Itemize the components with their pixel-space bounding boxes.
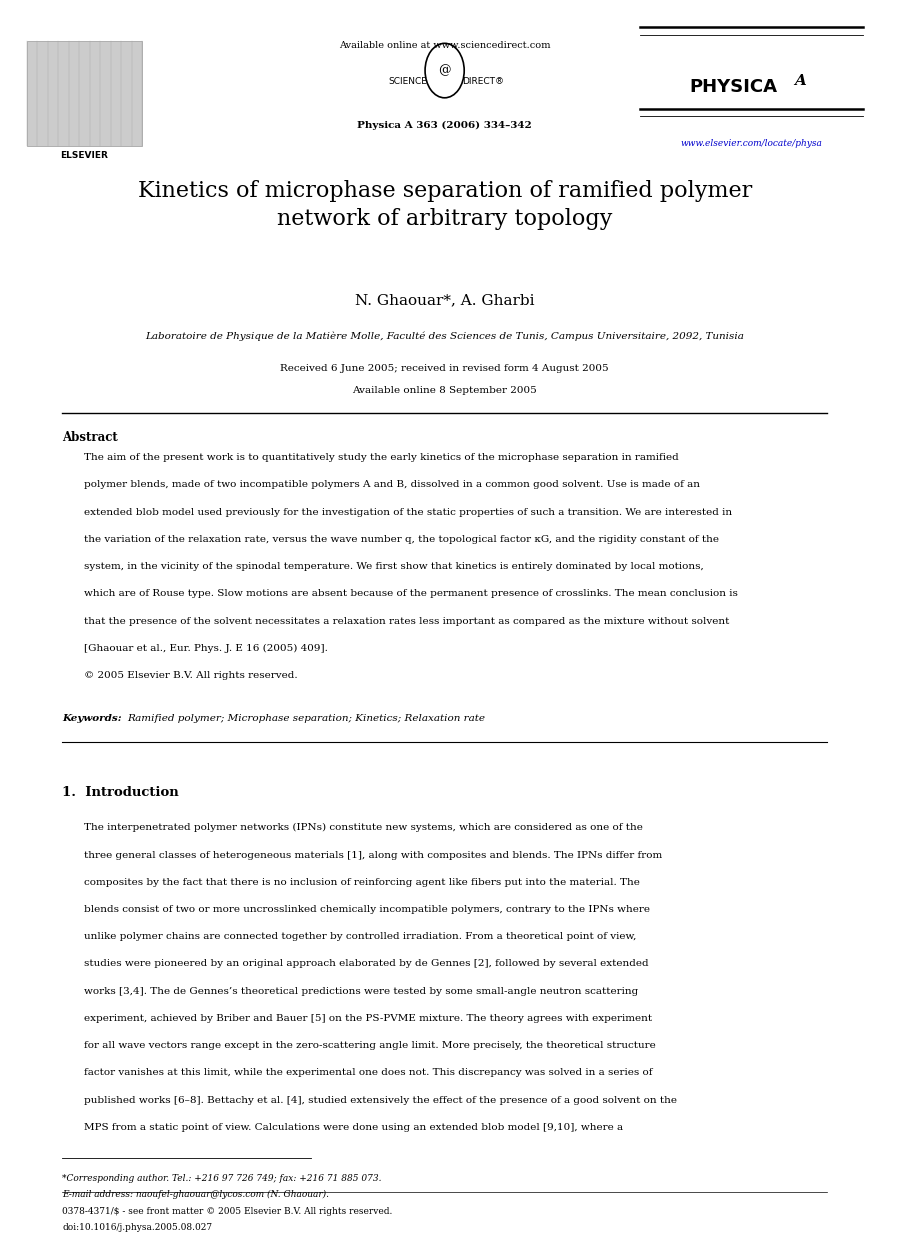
- Text: which are of Rouse type. Slow motions are absent because of the permanent presen: which are of Rouse type. Slow motions ar…: [84, 589, 738, 598]
- Text: Keywords:: Keywords:: [63, 714, 122, 723]
- Text: © 2005 Elsevier B.V. All rights reserved.: © 2005 Elsevier B.V. All rights reserved…: [84, 671, 298, 680]
- Text: factor vanishes at this limit, while the experimental one does not. This discrep: factor vanishes at this limit, while the…: [84, 1068, 653, 1077]
- Text: Available online at www.sciencedirect.com: Available online at www.sciencedirect.co…: [339, 41, 551, 50]
- Text: E-mail address: naoufel-ghaouar@lycos.com (N. Ghaouar).: E-mail address: naoufel-ghaouar@lycos.co…: [63, 1190, 329, 1198]
- Text: Received 6 June 2005; received in revised form 4 August 2005: Received 6 June 2005; received in revise…: [280, 364, 609, 373]
- Text: A: A: [795, 74, 806, 88]
- Text: PHYSICA: PHYSICA: [689, 78, 777, 97]
- Text: the variation of the relaxation rate, versus the wave number q, the topological : the variation of the relaxation rate, ve…: [84, 535, 719, 543]
- Text: polymer blends, made of two incompatible polymers A and B, dissolved in a common: polymer blends, made of two incompatible…: [84, 480, 700, 489]
- Text: The aim of the present work is to quantitatively study the early kinetics of the: The aim of the present work is to quanti…: [84, 453, 679, 462]
- Text: Laboratoire de Physique de la Matière Molle, Faculté des Sciences de Tunis, Camp: Laboratoire de Physique de la Matière Mo…: [145, 332, 744, 342]
- Text: 1.  Introduction: 1. Introduction: [63, 786, 179, 800]
- Text: Ramified polymer; Microphase separation; Kinetics; Relaxation rate: Ramified polymer; Microphase separation;…: [127, 714, 485, 723]
- Text: MPS from a static point of view. Calculations were done using an extended blob m: MPS from a static point of view. Calcula…: [84, 1123, 624, 1132]
- Text: Available online 8 September 2005: Available online 8 September 2005: [352, 386, 537, 395]
- Text: extended blob model used previously for the investigation of the static properti: extended blob model used previously for …: [84, 508, 733, 516]
- Text: for all wave vectors range except in the zero-scattering angle limit. More preci: for all wave vectors range except in the…: [84, 1041, 657, 1050]
- Text: works [3,4]. The de Gennes’s theoretical predictions were tested by some small-a: works [3,4]. The de Gennes’s theoretical…: [84, 987, 639, 995]
- Text: Physica A 363 (2006) 334–342: Physica A 363 (2006) 334–342: [357, 121, 532, 130]
- Text: composites by the fact that there is no inclusion of reinforcing agent like fibe: composites by the fact that there is no …: [84, 878, 640, 886]
- Text: ELSEVIER: ELSEVIER: [61, 151, 109, 160]
- Text: [Ghaouar et al., Eur. Phys. J. E 16 (2005) 409].: [Ghaouar et al., Eur. Phys. J. E 16 (200…: [84, 644, 328, 652]
- Text: doi:10.1016/j.physa.2005.08.027: doi:10.1016/j.physa.2005.08.027: [63, 1223, 212, 1232]
- Text: blends consist of two or more uncrosslinked chemically incompatible polymers, co: blends consist of two or more uncrosslin…: [84, 905, 650, 914]
- Text: SCIENCE: SCIENCE: [388, 77, 427, 85]
- Text: published works [6–8]. Bettachy et al. [4], studied extensively the effect of th: published works [6–8]. Bettachy et al. […: [84, 1096, 678, 1104]
- Text: Kinetics of microphase separation of ramified polymer
network of arbitrary topol: Kinetics of microphase separation of ram…: [138, 180, 752, 230]
- Text: N. Ghaouar*, A. Gharbi: N. Ghaouar*, A. Gharbi: [355, 293, 534, 307]
- Text: experiment, achieved by Briber and Bauer [5] on the PS-PVME mixture. The theory : experiment, achieved by Briber and Bauer…: [84, 1014, 653, 1023]
- Text: DIRECT®: DIRECT®: [463, 77, 504, 85]
- Text: www.elsevier.com/locate/physa: www.elsevier.com/locate/physa: [680, 139, 823, 147]
- Text: unlike polymer chains are connected together by controlled irradiation. From a t: unlike polymer chains are connected toge…: [84, 932, 637, 941]
- Text: three general classes of heterogeneous materials [1], along with composites and : three general classes of heterogeneous m…: [84, 851, 663, 859]
- Text: Abstract: Abstract: [63, 431, 118, 444]
- Text: @: @: [438, 64, 451, 77]
- Text: studies were pioneered by an original approach elaborated by de Gennes [2], foll: studies were pioneered by an original ap…: [84, 959, 649, 968]
- Text: 0378-4371/$ - see front matter © 2005 Elsevier B.V. All rights reserved.: 0378-4371/$ - see front matter © 2005 El…: [63, 1207, 393, 1216]
- Text: *Corresponding author. Tel.: +216 97 726 749; fax: +216 71 885 073.: *Corresponding author. Tel.: +216 97 726…: [63, 1174, 382, 1182]
- FancyBboxPatch shape: [26, 41, 142, 146]
- Text: system, in the vicinity of the spinodal temperature. We first show that kinetics: system, in the vicinity of the spinodal …: [84, 562, 704, 571]
- Text: The interpenetrated polymer networks (IPNs) constitute new systems, which are co: The interpenetrated polymer networks (IP…: [84, 823, 643, 832]
- Text: that the presence of the solvent necessitates a relaxation rates less important : that the presence of the solvent necessi…: [84, 617, 730, 625]
